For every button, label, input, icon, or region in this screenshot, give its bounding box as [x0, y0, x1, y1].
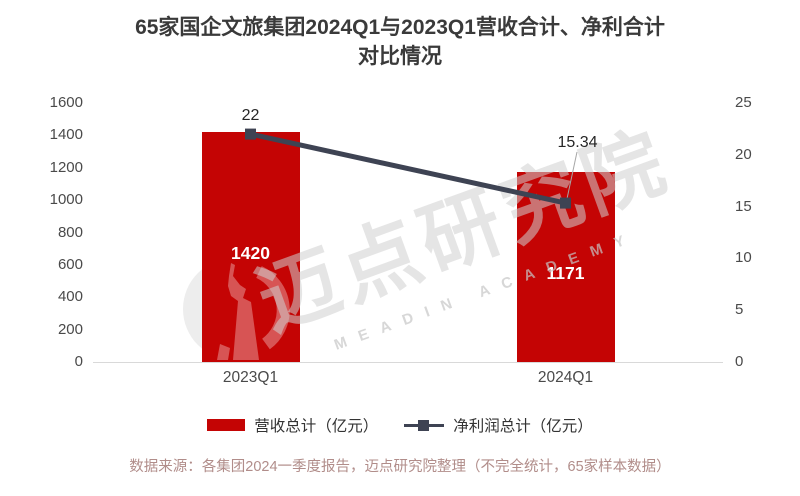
chart-title: 65家国企文旅集团2024Q1与2023Q1营收合计、净利合计 对比情况 [0, 13, 800, 71]
chart-title-line2: 对比情况 [358, 45, 442, 68]
left-axis-tick-label: 600 [57, 255, 83, 273]
watermark-en-text: MEADIN ACADEMY [331, 228, 640, 354]
legend-label-netprofit: 净利润总计（亿元） [453, 418, 593, 435]
x-axis-category-label: 2024Q1 [537, 369, 594, 386]
left-axis-tick-label: 200 [57, 320, 83, 338]
revenue-bar: 1171 [516, 172, 615, 362]
chart-legend: 营收总计（亿元） 净利润总计（亿元） [0, 414, 800, 436]
bar-value-label: 1171 [546, 262, 585, 283]
right-axis-tick-label: 15 [735, 197, 752, 215]
legend-item-revenue: 营收总计（亿元） [207, 414, 378, 436]
left-axis-tick-label: 400 [57, 288, 83, 306]
left-axis-tick-label: 1600 [49, 94, 83, 111]
chart-title-line1: 65家国企文旅集团2024Q1与2023Q1营收合计、净利合计 [135, 16, 665, 39]
left-axis-tick-label: 800 [57, 223, 83, 241]
left-axis-tick-label: 1000 [49, 191, 83, 209]
x-axis-category-label: 2023Q1 [222, 369, 279, 386]
right-axis-tick-label: 20 [735, 145, 752, 163]
revenue-bar-swatch-icon [207, 419, 246, 431]
line-point-label: 15.34 [557, 134, 598, 152]
left-axis-tick-label: 0 [74, 353, 83, 370]
data-source-note: 数据来源：各集团2024一季度报告，迈点研究院整理（不完全统计，65家样本数据） [129, 459, 671, 475]
left-axis-tick-label: 1400 [49, 126, 83, 144]
revenue-bar: 1420 [201, 132, 300, 362]
bar-value-label: 1420 [231, 242, 270, 263]
netprofit-marker-icon [418, 419, 430, 431]
netprofit-line-swatch-icon [404, 419, 445, 431]
right-axis-tick-label: 10 [735, 249, 752, 267]
right-axis-tick-label: 25 [735, 94, 752, 111]
legend-label-revenue: 营收总计（亿元） [254, 418, 379, 435]
legend-item-netprofit: 净利润总计（亿元） [404, 414, 593, 436]
right-axis-tick-label: 0 [735, 353, 744, 370]
x-axis-line [93, 362, 723, 363]
left-axis-tick-label: 1200 [49, 158, 83, 176]
right-axis-tick-label: 5 [735, 301, 744, 319]
line-point-label: 22 [241, 107, 260, 125]
